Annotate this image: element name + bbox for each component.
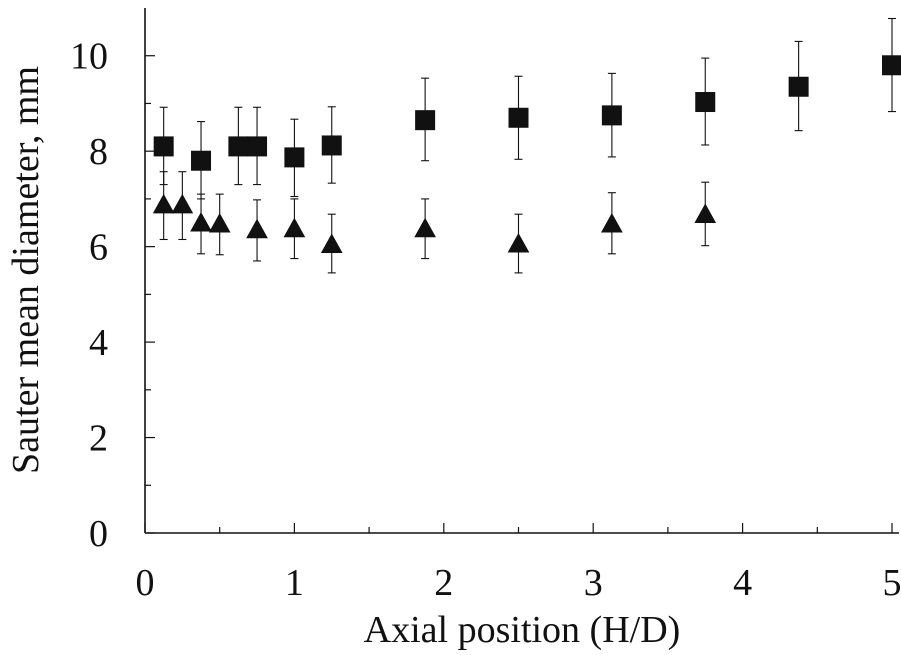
triangle-marker (414, 217, 436, 238)
y-tick-label: 10 (70, 36, 108, 78)
square-marker (508, 107, 529, 128)
y-tick-label: 4 (89, 322, 108, 364)
axes-layer (144, 8, 899, 534)
y-tick-label: 0 (89, 513, 108, 555)
square-marker (321, 135, 342, 156)
x-tick-label: 0 (136, 562, 155, 604)
square-marker (695, 92, 716, 113)
square-marker (415, 110, 436, 131)
square-marker (191, 150, 212, 171)
square-marker (788, 76, 809, 97)
errorbars-layer (159, 17, 896, 274)
y-axis-title: Sauter mean diameter, mm (5, 66, 47, 474)
square-marker (601, 105, 622, 126)
y-tick-label: 8 (89, 131, 108, 173)
x-axis-title: Axial position (H/D) (364, 609, 681, 651)
triangle-marker (246, 218, 268, 239)
square-marker (247, 136, 268, 157)
x-tick-label: 4 (733, 562, 752, 604)
square-marker (284, 147, 305, 168)
x-tick-label: 5 (883, 562, 901, 604)
triangle-marker (152, 193, 175, 214)
triangle-marker (694, 203, 717, 223)
y-tick-label: 2 (89, 418, 108, 460)
triangle-marker (283, 217, 306, 238)
triangle-marker (208, 212, 231, 233)
ticks-layer: 0 1 2 3 4 5 0 2 4 6 8 10 (70, 36, 901, 604)
square-marker (882, 55, 901, 76)
square-marker (228, 136, 249, 157)
triangle-marker (171, 193, 194, 214)
markers-layer (152, 55, 901, 254)
triangle-marker (507, 233, 530, 253)
square-marker (153, 136, 174, 157)
x-tick-label: 2 (434, 562, 453, 604)
triangle-marker (601, 212, 623, 233)
triangle-marker (190, 212, 212, 232)
y-tick-label: 6 (89, 227, 108, 269)
x-tick-label: 1 (285, 562, 304, 604)
triangle-marker (320, 233, 343, 254)
x-tick-label: 3 (584, 562, 603, 604)
